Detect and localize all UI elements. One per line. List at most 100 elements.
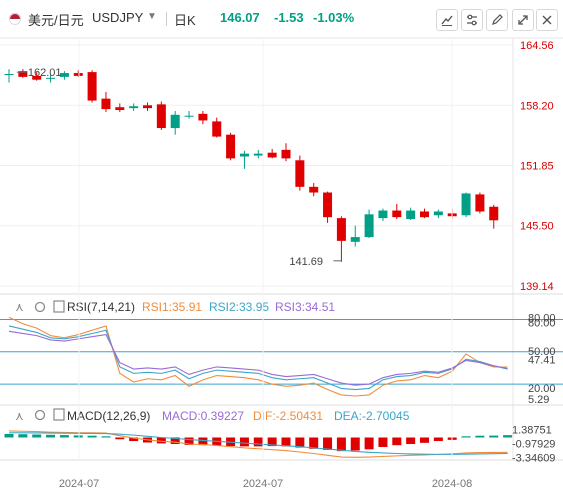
rsi3-label: RSI3:34.51 (275, 300, 335, 314)
candle-body (59, 73, 69, 77)
macd-toggle-icon (53, 408, 65, 421)
macd-histogram-bar (170, 437, 180, 445)
rsi-title: RSI(7,14,21) (67, 300, 135, 314)
candle-body (212, 121, 222, 137)
macd-histogram-bar (59, 435, 69, 438)
candle-body (184, 115, 194, 117)
macd-histogram-bar (489, 435, 499, 438)
macd-histogram-bar (309, 437, 319, 449)
price-change-percent: -1.03% (313, 10, 355, 25)
candle-body (461, 193, 471, 216)
macd-tick-label: -3.34609 (512, 452, 555, 464)
macd-value-label: MACD:0.39227 (162, 409, 244, 423)
dif-value-label: DIF:-2.50431 (253, 409, 323, 423)
rsi-series-line (8, 330, 508, 386)
macd-histogram-bar (323, 437, 333, 450)
macd-histogram-bar (46, 434, 56, 438)
fullscreen-icon[interactable] (512, 9, 534, 31)
macd-histogram-bar (281, 437, 291, 447)
price-change: -1.53 (274, 10, 304, 25)
settings-icon[interactable] (461, 9, 483, 31)
macd-histogram-bar (392, 437, 402, 446)
macd-histogram-bar (253, 437, 263, 447)
candle-body (433, 211, 443, 216)
candle-body (101, 98, 111, 110)
price-tick-label: 151.85 (520, 161, 554, 173)
macd-histogram-bar (378, 437, 388, 447)
candle-body (350, 237, 360, 242)
pair-name[interactable]: 美元/日元 (28, 13, 84, 28)
rsi-toggle-icon (53, 300, 65, 313)
candle-body (281, 149, 291, 159)
macd-histogram-bar (198, 437, 208, 446)
candle-body (323, 192, 333, 218)
macd-histogram-bar (73, 435, 83, 438)
candle-body (46, 77, 56, 79)
dea-value-label: DEA:-2.70045 (334, 409, 410, 423)
symbol-dropdown-icon[interactable]: ▼ (147, 11, 157, 22)
price-tick-label: 145.50 (520, 221, 554, 233)
candle-body (4, 74, 14, 76)
rsi-tick-label: 47.41 (528, 355, 556, 367)
header-divider (166, 12, 167, 26)
macd-histogram-bar (239, 437, 249, 447)
macd-histogram-bar (156, 437, 166, 444)
rsi-tick-label: 50.00 (528, 346, 556, 358)
symbol[interactable]: USDJPY (92, 10, 144, 25)
macd-settings-icon (34, 409, 46, 421)
price-tick-label: 158.20 (520, 100, 554, 112)
draw-line-icon[interactable] (436, 9, 458, 31)
chart-header: 美元/日元 USDJPY ▼ 日K 146.07 -1.53 -1.03% (0, 0, 563, 38)
close-icon[interactable] (536, 9, 558, 31)
macd-histogram-bar (87, 435, 97, 438)
macd-histogram-bar (461, 436, 471, 438)
price-tick-label: 139.14 (520, 281, 554, 293)
rsi-tick-label: 80.00 (528, 312, 556, 324)
time-tick-label: 2024-07 (59, 478, 99, 490)
macd-histogram-bar (475, 435, 485, 438)
candle-body (73, 73, 83, 76)
low-annotation: 141.69 (289, 256, 323, 268)
macd-histogram-bar (420, 437, 429, 443)
candle-body (392, 210, 402, 218)
macd-histogram-bar (18, 434, 28, 438)
candle-body (87, 72, 97, 101)
candle-body (475, 194, 485, 212)
candle-body (32, 75, 42, 80)
price-tick-label: 164.56 (520, 40, 554, 52)
macd-histogram-bar (184, 437, 194, 445)
rsi2-label: RSI2:33.95 (209, 300, 269, 314)
timeframe-selector[interactable]: 日K (174, 13, 196, 28)
macd-histogram-bar (433, 437, 443, 442)
macd-histogram-bar (4, 433, 14, 438)
macd-tick-label: 1.38751 (512, 424, 552, 436)
candle-body (378, 210, 388, 219)
macd-histogram-bar (129, 437, 139, 442)
candle-body (18, 71, 28, 77)
rsi-tick-label: 5.29 (528, 394, 549, 406)
macd-histogram-bar (364, 437, 374, 450)
candle-body (198, 113, 208, 121)
macd-series-line (8, 430, 508, 458)
rsi-hide-icon: ⋏ (15, 300, 24, 314)
last-price: 146.07 (220, 10, 260, 25)
macd-histogram-bar (350, 437, 360, 451)
rsi-settings-icon (34, 301, 46, 313)
pen-icon[interactable] (486, 9, 508, 31)
high-annotation: 162.01 (28, 67, 62, 79)
candle-body (489, 206, 499, 221)
candle-body (406, 210, 416, 220)
macd-histogram-bar (503, 435, 513, 438)
macd-hide-icon: ⋏ (15, 409, 24, 423)
candle-body (170, 114, 180, 129)
candle-body (129, 106, 139, 109)
candle-body (115, 107, 125, 111)
macd-histogram-bar (295, 437, 305, 448)
macd-histogram-bar (32, 434, 42, 438)
time-tick-label: 2024-07 (243, 478, 283, 490)
macd-histogram-bar (336, 437, 346, 452)
candle-body (226, 134, 236, 159)
rsi1-label: RSI1:35.91 (142, 300, 202, 314)
rsi-tick-label: 80.00 (528, 317, 556, 329)
